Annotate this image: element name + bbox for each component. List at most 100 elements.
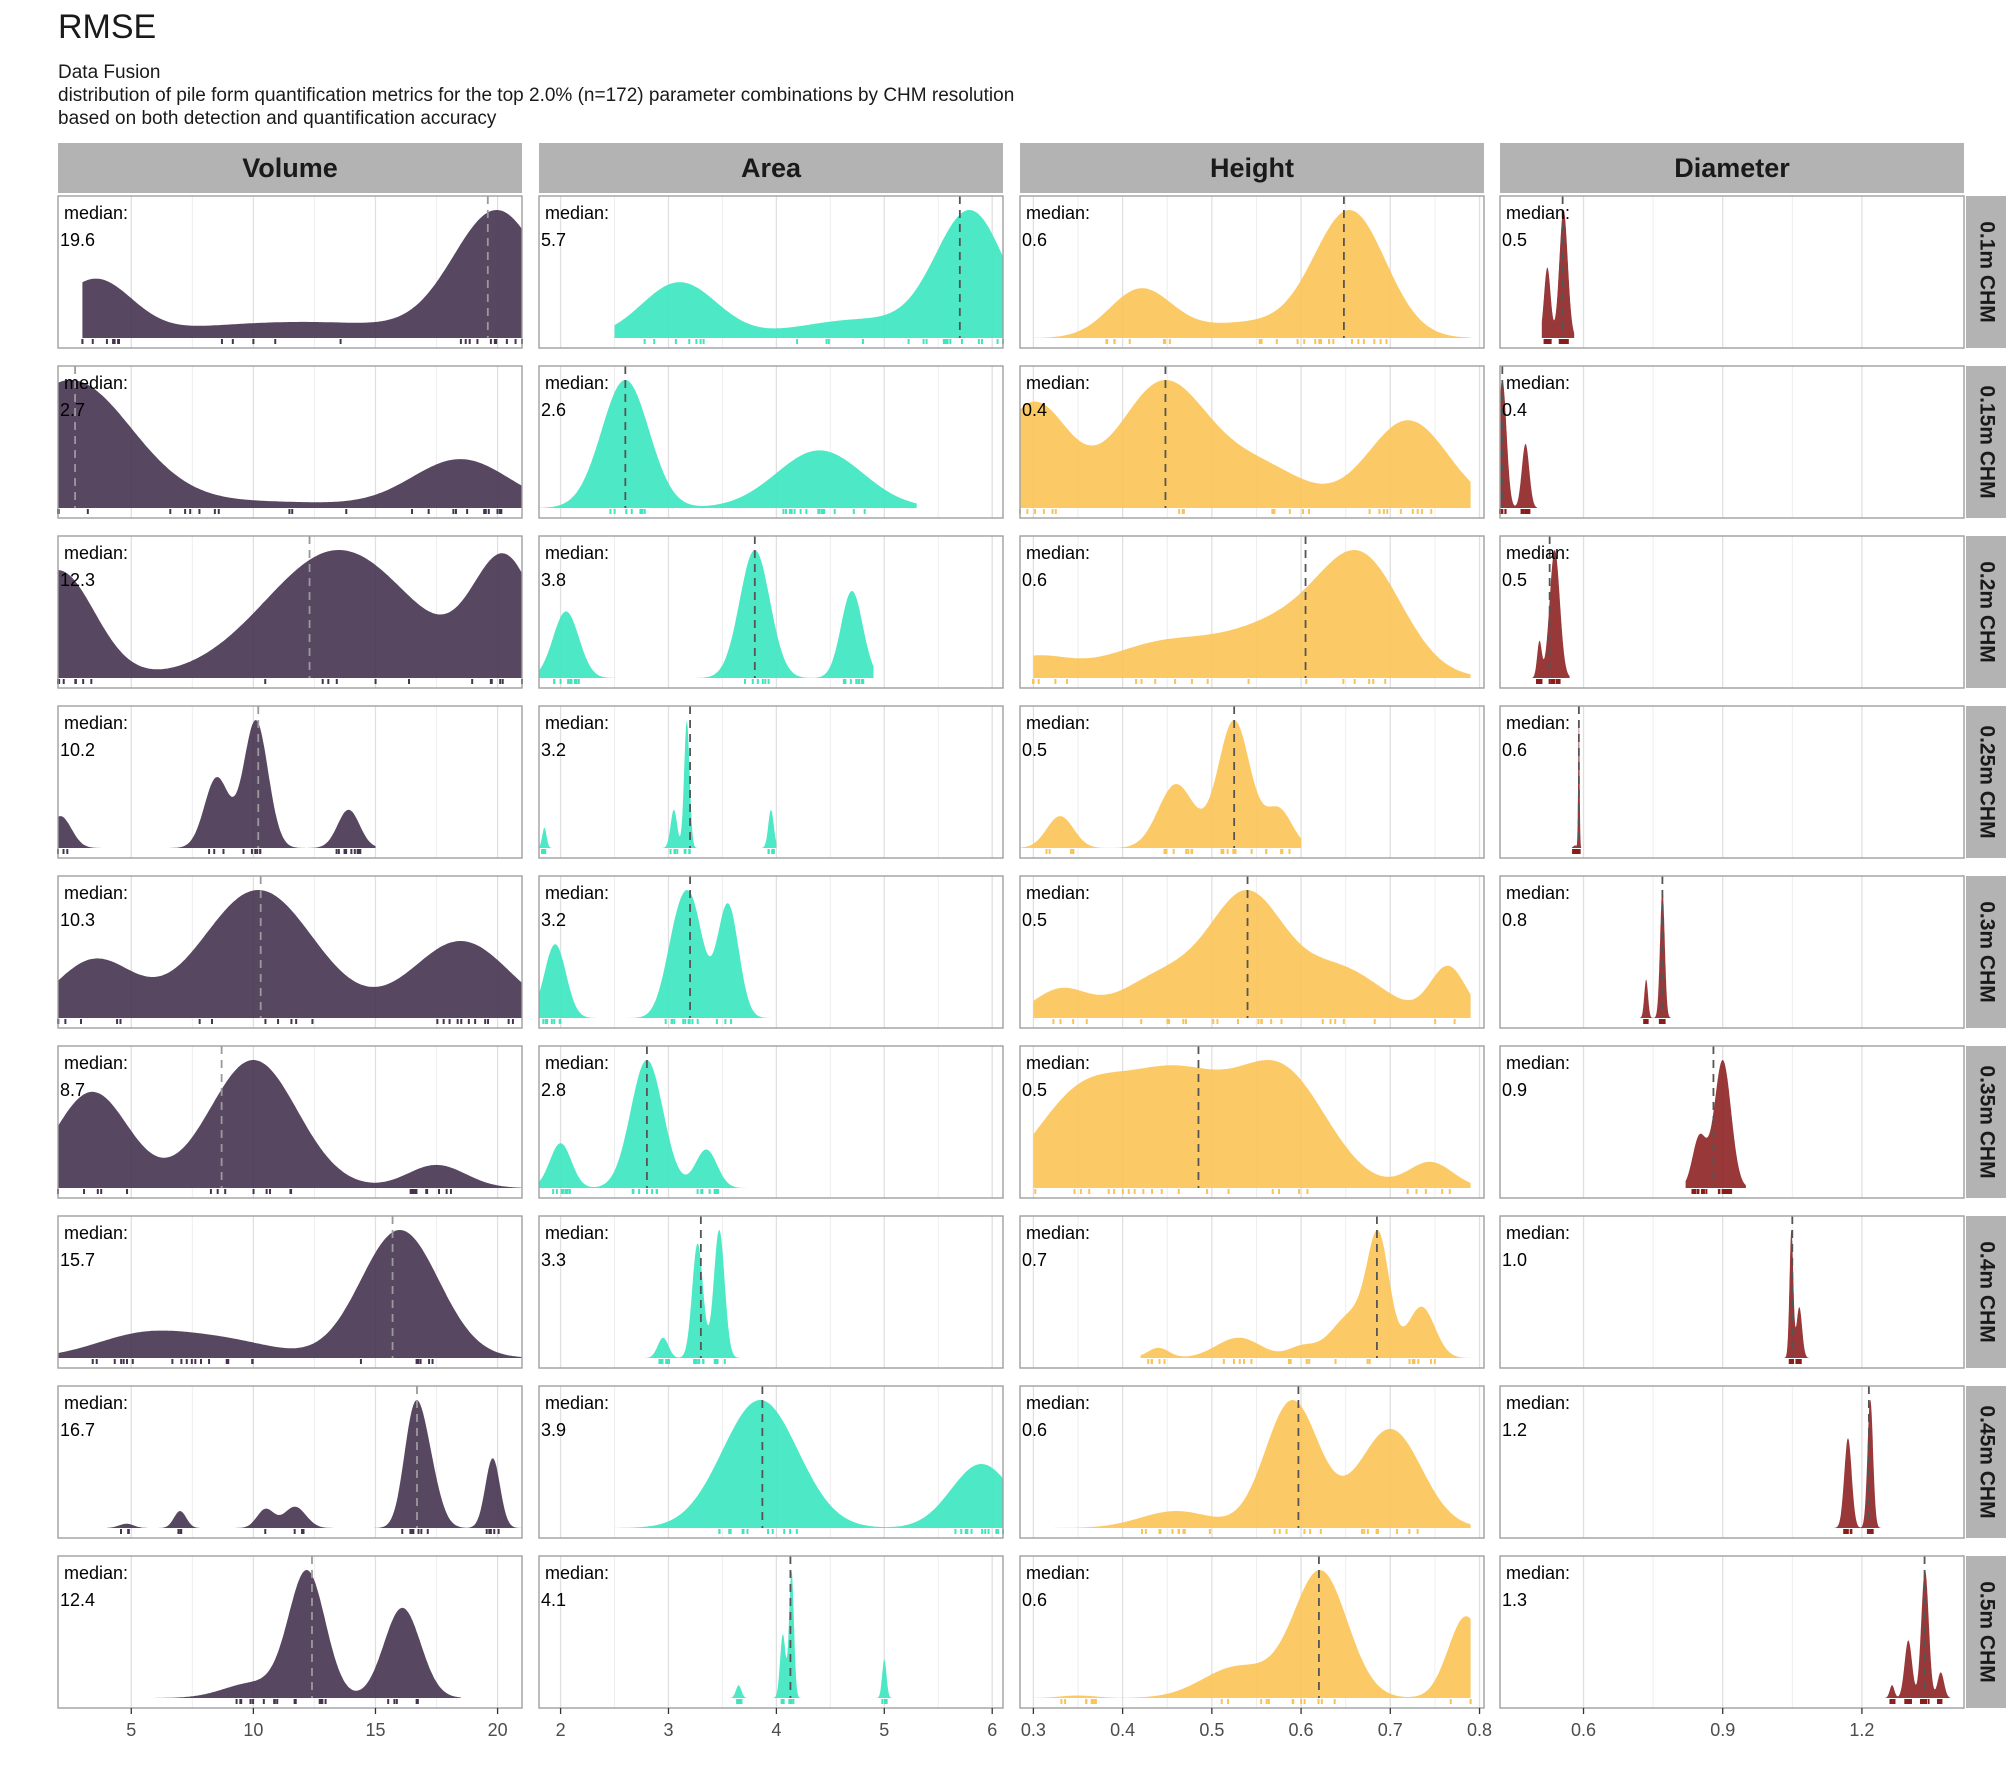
density-area [1500, 380, 1538, 508]
panel-border [1019, 1555, 1485, 1709]
density-area [539, 380, 917, 508]
median-label: median: [64, 1393, 128, 1413]
panel-background [58, 706, 522, 858]
density-area [58, 380, 522, 508]
panel-border [1019, 1045, 1485, 1199]
x-tick-label: 0.6 [1571, 1720, 1596, 1740]
median-label: median: [545, 1393, 609, 1413]
median-value: 8.7 [60, 1080, 85, 1100]
panel-border [1499, 1045, 1965, 1199]
row-label: 0.35m CHM [1975, 1065, 1998, 1178]
panel-area-5: median: 2.8 [538, 1045, 1004, 1199]
median-value: 12.4 [60, 1590, 95, 1610]
x-tick-label: 15 [365, 1720, 385, 1740]
panel-height-5: median: 0.5 [1019, 1045, 1485, 1199]
column-label-volume: Volume [242, 153, 338, 183]
x-tick-label: 0.3 [1021, 1720, 1046, 1740]
median-value: 0.5 [1022, 740, 1047, 760]
x-tick-label: 4 [771, 1720, 781, 1740]
column-strip-area [539, 143, 1003, 193]
panel-border [1019, 535, 1485, 689]
panel-area-3: median: 3.2 [538, 705, 1004, 859]
median-label: median: [1506, 203, 1570, 223]
median-value: 2.6 [541, 400, 566, 420]
row-strip [1966, 706, 2006, 858]
density-area [1140, 1230, 1471, 1358]
row-strip [1966, 366, 2006, 518]
row-label: 0.4m CHM [1975, 1241, 1998, 1343]
panel-background [1500, 196, 1964, 348]
median-value: 0.8 [1502, 910, 1527, 930]
x-tick-label: 0.6 [1289, 1720, 1314, 1740]
x-tick-label: 0.8 [1467, 1720, 1492, 1740]
panel-background [1500, 706, 1964, 858]
x-tick-label: 6 [987, 1720, 997, 1740]
panel-border [1499, 875, 1965, 1029]
median-label: median: [1506, 1053, 1570, 1073]
median-value: 4.1 [541, 1590, 566, 1610]
panel-border [57, 365, 523, 519]
median-label: median: [1026, 373, 1090, 393]
density-area [1885, 1570, 1951, 1698]
panel-diameter-8: median: 1.3 [1499, 1555, 1965, 1709]
median-value: 0.4 [1502, 400, 1527, 420]
median-label: median: [545, 1223, 609, 1243]
panel-area-0: median: 5.7 [538, 195, 1004, 349]
x-tick-label: 0.7 [1378, 1720, 1403, 1740]
median-label: median: [545, 1053, 609, 1073]
panel-border [57, 1555, 523, 1709]
density-area [1033, 1400, 1471, 1528]
x-tick-label: 0.4 [1110, 1720, 1135, 1740]
x-tick-label: 10 [243, 1720, 263, 1740]
median-value: 0.5 [1502, 230, 1527, 250]
panel-border [1499, 705, 1965, 859]
density-area [1033, 890, 1471, 1018]
density-area [1639, 890, 1672, 1018]
panel-height-3: median: 0.5 [1019, 705, 1485, 859]
panel-area-6: median: 3.3 [538, 1215, 1004, 1369]
median-label: median: [64, 543, 128, 563]
median-value: 1.2 [1502, 1420, 1527, 1440]
panel-border [1499, 1215, 1965, 1369]
median-label: median: [1506, 713, 1570, 733]
chart-subtitle-3: based on both detection and quantificati… [58, 108, 497, 129]
column-label-area: Area [741, 153, 802, 183]
median-label: median: [64, 1223, 128, 1243]
median-label: median: [545, 543, 609, 563]
median-label: median: [1026, 1223, 1090, 1243]
column-strip-volume [58, 143, 522, 193]
panel-border [57, 875, 523, 1029]
density-area [1685, 1060, 1746, 1188]
median-label: median: [64, 713, 128, 733]
chart-subtitle-2: distribution of pile form quantification… [58, 85, 1015, 106]
panel-background [539, 1216, 1003, 1368]
median-value: 0.6 [1502, 740, 1527, 760]
x-tick-label: 5 [126, 1720, 136, 1740]
median-value: 0.7 [1022, 1250, 1047, 1270]
column-label-height: Height [1210, 153, 1294, 183]
row-strip [1966, 876, 2006, 1028]
panel-border [538, 1555, 1004, 1709]
density-area [58, 720, 376, 848]
density-area [614, 210, 1003, 338]
panel-background [1500, 1556, 1964, 1708]
row-label: 0.25m CHM [1975, 725, 1998, 838]
median-value: 2.7 [60, 400, 85, 420]
median-value: 0.6 [1022, 1590, 1047, 1610]
panel-diameter-6: median: 1.0 [1499, 1215, 1965, 1369]
density-area [106, 1400, 523, 1528]
density-area [58, 1230, 522, 1358]
x-tick-label: 0.5 [1199, 1720, 1224, 1740]
x-tick-label: 0.9 [1710, 1720, 1735, 1740]
panel-border [538, 1045, 1004, 1199]
median-value: 0.5 [1502, 570, 1527, 590]
panel-area-8: median: 4.1 [538, 1555, 1004, 1709]
panel-border [1499, 535, 1965, 689]
chart-subtitle-1: Data Fusion [58, 62, 161, 83]
median-label: median: [64, 373, 128, 393]
median-label: median: [1026, 203, 1090, 223]
panel-volume-5: median: 8.7 [57, 1045, 523, 1199]
median-value: 1.0 [1502, 1250, 1527, 1270]
density-area [1532, 550, 1570, 678]
panel-height-6: median: 0.7 [1019, 1215, 1485, 1369]
